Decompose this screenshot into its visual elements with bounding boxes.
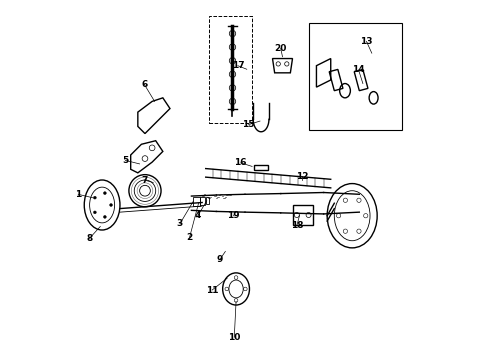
Text: 15: 15 — [243, 120, 255, 129]
Circle shape — [94, 196, 97, 199]
Circle shape — [229, 98, 236, 105]
Circle shape — [94, 211, 97, 214]
Text: 5: 5 — [122, 156, 128, 165]
Text: 13: 13 — [360, 37, 373, 46]
Text: 17: 17 — [232, 61, 244, 70]
Circle shape — [103, 216, 106, 218]
Text: 19: 19 — [227, 211, 240, 220]
Bar — [309, 23, 402, 130]
Bar — [293, 205, 313, 225]
Circle shape — [229, 44, 236, 50]
Bar — [354, 69, 368, 91]
Text: 14: 14 — [352, 66, 365, 75]
Circle shape — [229, 58, 236, 64]
Bar — [200, 197, 205, 205]
Text: 4: 4 — [195, 211, 201, 220]
Text: 3: 3 — [177, 219, 183, 228]
Circle shape — [103, 192, 106, 194]
Text: 7: 7 — [141, 176, 147, 185]
Text: 6: 6 — [141, 80, 147, 89]
Text: 11: 11 — [206, 285, 219, 294]
Text: 16: 16 — [234, 158, 247, 167]
Bar — [193, 197, 199, 206]
Text: 18: 18 — [291, 221, 303, 230]
Text: 8: 8 — [86, 234, 93, 243]
Circle shape — [229, 71, 236, 77]
Text: 10: 10 — [228, 333, 241, 342]
Text: 20: 20 — [274, 44, 287, 53]
Text: 9: 9 — [217, 255, 223, 264]
Text: 12: 12 — [296, 172, 308, 181]
Bar — [329, 69, 343, 91]
Bar — [209, 16, 252, 123]
Bar — [254, 165, 268, 170]
Text: 1: 1 — [75, 190, 81, 199]
Bar — [206, 197, 209, 204]
Circle shape — [229, 85, 236, 91]
Circle shape — [110, 203, 113, 206]
Circle shape — [229, 30, 236, 37]
Text: 2: 2 — [187, 233, 193, 242]
